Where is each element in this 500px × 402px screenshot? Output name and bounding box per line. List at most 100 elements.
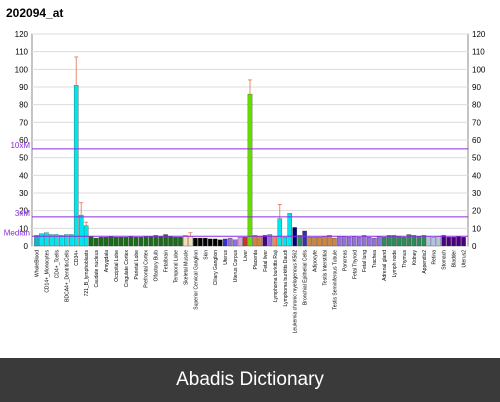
y-tick-label-right: 110 <box>472 48 485 57</box>
x-tick-label: Kidney <box>412 250 418 266</box>
y-tick-label-left: 20 <box>19 207 28 216</box>
x-tick-label: BDCA4+_DentriticCells <box>64 250 70 302</box>
bar <box>227 237 233 247</box>
y-tick-label-right: 0 <box>472 242 477 251</box>
y-tick-label-right: 80 <box>472 101 481 110</box>
y-tick-label-right: 100 <box>472 65 486 74</box>
y-tick-label-left: 0 <box>24 242 29 251</box>
bar <box>108 236 114 247</box>
bar <box>366 237 372 247</box>
bar <box>163 234 168 247</box>
y-tick-label-left: 10 <box>19 224 28 233</box>
x-tick-label: Fetal lung <box>362 250 368 272</box>
x-tick-label: Bladder <box>452 250 458 268</box>
bar <box>272 236 278 247</box>
bar <box>317 237 322 247</box>
x-tick-label: Adipocyte <box>313 250 319 272</box>
bar <box>143 236 148 247</box>
chart-title: 202094_at <box>6 6 64 20</box>
bar-chart: 0 0 10 10 20 20 30 30 40 40 50 50 60 60 70 70 80 80 90 90 10… <box>4 30 486 334</box>
bar <box>421 235 427 247</box>
bar <box>64 234 69 247</box>
x-tick-label: Skin <box>203 250 209 260</box>
x-tick-label: Fetalbrain <box>164 250 170 272</box>
bar <box>133 237 139 247</box>
bar <box>232 239 238 247</box>
bar <box>123 237 129 247</box>
x-tick-label: WholeBlood <box>34 250 40 277</box>
bar <box>34 235 39 247</box>
bar <box>436 236 441 247</box>
bar <box>188 236 193 247</box>
x-tick-label: Placenta <box>253 250 259 270</box>
bar <box>217 239 223 247</box>
x-tick-label: Stomach <box>442 250 448 270</box>
bar <box>416 236 422 247</box>
footer-banner: Abadis Dictionary <box>0 358 500 402</box>
bar <box>212 238 218 247</box>
bar <box>113 237 119 247</box>
x-tick-label: Uterus <box>223 250 229 265</box>
reference-line-label: 10xM <box>10 141 30 150</box>
x-tick-label: Occipital Lobe <box>114 250 120 282</box>
x-tick-label: Superior Cervical Ganglion <box>193 250 199 310</box>
bar <box>431 237 436 247</box>
reference-line-label: Median <box>4 228 30 237</box>
y-tick-label-left: 40 <box>19 171 28 180</box>
bar <box>371 237 377 247</box>
x-tick-label: Pancreas <box>342 250 348 272</box>
bar <box>39 233 44 247</box>
bar <box>73 85 79 247</box>
bar <box>54 234 59 247</box>
x-tick-label: CD34+ <box>74 250 80 266</box>
bar <box>193 237 198 247</box>
y-tick-label-left: 110 <box>15 48 28 57</box>
bar <box>208 238 213 247</box>
bar <box>361 235 367 247</box>
bar <box>44 232 49 247</box>
bar <box>282 237 288 247</box>
x-tick-label: CD14+_Monocytes <box>44 250 50 293</box>
x-tick-label: Fetal liver <box>263 250 269 272</box>
x-tick-label: Fetal Thyroid <box>352 250 358 279</box>
bar <box>327 235 332 247</box>
bar <box>342 236 347 247</box>
x-tick-label: Testis Seminiferous Tubule <box>332 250 338 310</box>
y-tick-label-left: 90 <box>19 83 28 92</box>
x-tick-label: Leukemia chronic myelogenous K562 <box>293 250 299 334</box>
bar <box>93 237 99 247</box>
bar <box>267 234 273 247</box>
bar <box>456 236 461 247</box>
bar <box>451 237 456 247</box>
bar <box>406 234 412 247</box>
y-tick-label-right: 20 <box>472 207 481 216</box>
bar <box>178 237 183 247</box>
bar <box>391 235 397 247</box>
y-tick-label-right: 70 <box>472 118 481 127</box>
bar <box>401 237 407 247</box>
x-tick-label: Testis Interstitial <box>322 250 328 286</box>
x-tick-label: Prefrontal Cortex <box>144 250 150 288</box>
bar <box>103 237 109 247</box>
bar <box>396 236 402 247</box>
bar <box>59 235 64 247</box>
x-tick-label: Olfactory Bulb <box>154 250 160 282</box>
bar <box>312 237 317 247</box>
reference-line-label: 3xM <box>15 209 30 218</box>
y-tick-label-left: 120 <box>15 30 29 39</box>
bar <box>411 235 417 247</box>
x-tick-label: Cingulate Cortex <box>124 250 130 288</box>
x-tick-label: CD4+_Tcells <box>54 250 60 279</box>
bar <box>347 237 352 247</box>
bar <box>153 235 158 247</box>
y-tick-label-left: 70 <box>19 118 28 127</box>
bar <box>247 93 253 247</box>
bar <box>98 237 104 247</box>
bar <box>203 237 208 247</box>
y-tick-label-right: 50 <box>472 154 481 163</box>
bar <box>242 237 248 247</box>
bar <box>148 236 153 247</box>
x-tick-label: Lymphoma burkitts Daudi <box>283 250 289 307</box>
y-tick-label-left: 30 <box>19 189 28 198</box>
